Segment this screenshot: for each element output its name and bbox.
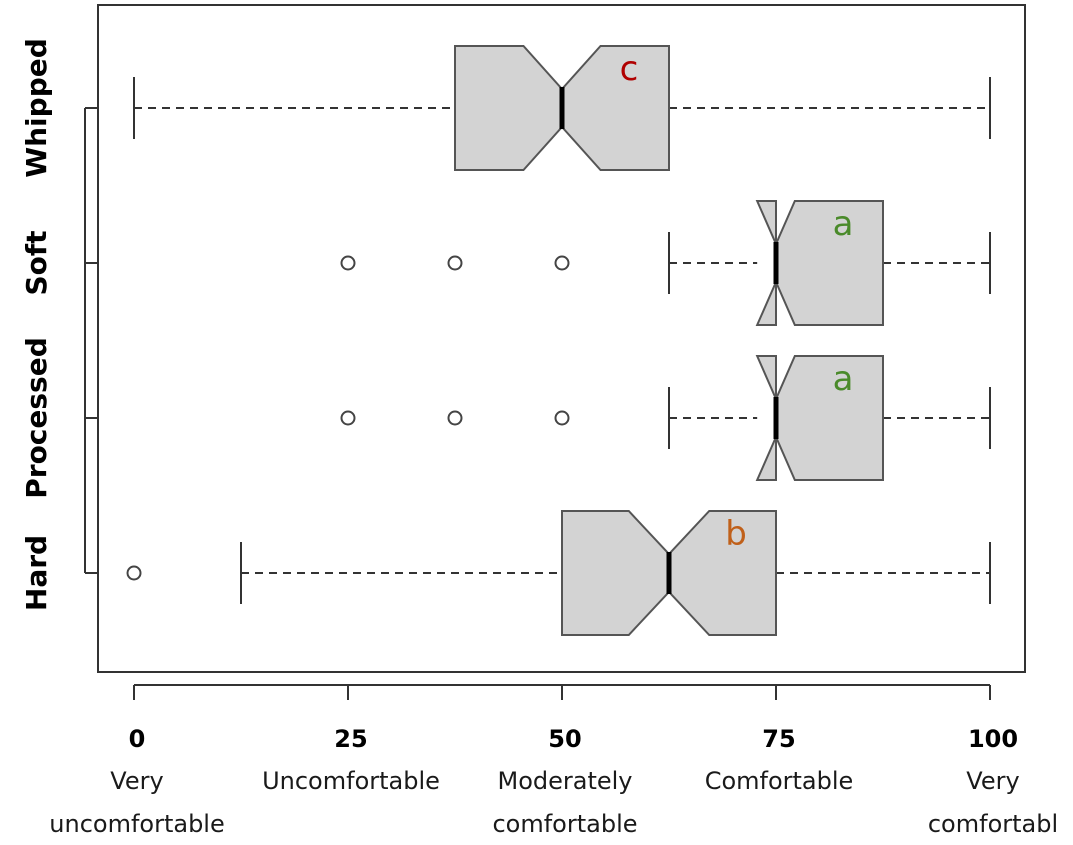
x-tick-label: 50: [548, 725, 581, 753]
outlier-point: [554, 410, 570, 426]
x-tick-description: Comfortable: [705, 767, 854, 795]
group-letter: b: [725, 514, 747, 554]
x-tick-description: comfortabl: [928, 810, 1058, 838]
chart-marks: 0 Very uncomfortable 25 Uncomfortable 50 Moder…: [20, 38, 1058, 838]
outlier-point: [447, 410, 463, 426]
category-label: Soft: [20, 231, 53, 296]
notched-box: [755, 355, 884, 481]
outlier-point: [554, 255, 570, 271]
outlier-point: [447, 255, 463, 271]
outlier-point: [340, 255, 356, 271]
group-letter: a: [833, 204, 854, 244]
outlier-point: [126, 565, 142, 581]
x-tick-description: uncomfortable: [49, 810, 224, 838]
group-letter: c: [620, 49, 639, 89]
category-label: Whipped: [20, 38, 53, 178]
x-tick-description: Moderately: [497, 767, 632, 795]
x-tick-label: 0: [129, 725, 146, 753]
x-tick-label: 25: [334, 725, 367, 753]
group-letter: a: [833, 359, 854, 399]
x-tick-label: 75: [762, 725, 795, 753]
x-tick-description: Very: [110, 767, 163, 795]
x-tick-label: 100: [968, 725, 1018, 753]
category-label: Hard: [20, 535, 53, 611]
notched-box: [755, 200, 884, 326]
outlier-point: [340, 410, 356, 426]
x-tick-description: Very: [966, 767, 1019, 795]
x-tick-description: Uncomfortable: [262, 767, 440, 795]
x-tick-description: comfortable: [492, 810, 637, 838]
category-label: Processed: [20, 337, 53, 499]
plot-frame: [97, 4, 1026, 673]
